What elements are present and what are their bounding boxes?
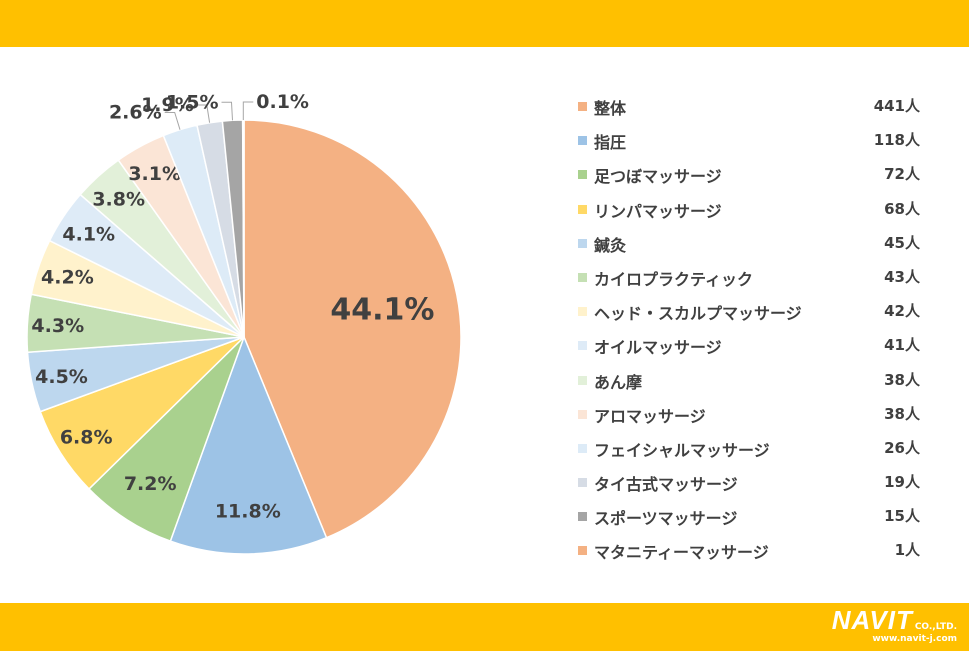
- legend-swatch: [578, 546, 587, 556]
- pie-slice-0: [243, 119, 462, 539]
- chart-legend: 整体 441人 指圧 118人 足つぼマッサージ 72人 リンパマッサージ 68人 鍼灸…: [578, 95, 928, 574]
- legend-label: リンパマッサージ: [594, 201, 722, 221]
- legend-swatch: [578, 443, 587, 453]
- legend-item-aroma-massage: アロマッサージ 38人: [578, 403, 928, 437]
- legend-label: 鍼灸: [594, 235, 627, 255]
- pie-percent-label-11: 1.9%: [141, 94, 194, 116]
- leader-line-13: [242, 101, 254, 120]
- logo-company-suffix: CO.,LTD.: [914, 622, 957, 632]
- legend-swatch: [578, 272, 587, 282]
- legend-swatch: [578, 170, 587, 180]
- pie-percent-label-10: 2.6%: [109, 101, 162, 123]
- legend-count: 19人: [884, 473, 920, 492]
- legend-count: 15人: [884, 507, 920, 526]
- bottom-banner: [0, 603, 969, 651]
- legend-count: 43人: [884, 267, 920, 286]
- legend-count: 38人: [884, 370, 920, 389]
- legend-item-maternity-massage: マタニティーマッサージ 1人: [578, 539, 928, 573]
- legend-label: スポーツマッサージ: [594, 509, 738, 529]
- legend-count: 441人: [873, 97, 920, 115]
- legend-item-facial-massage: フェイシャルマッサージ 26人: [578, 437, 928, 471]
- leader-line-10: [164, 112, 181, 130]
- legend-swatch: [578, 341, 587, 351]
- legend-swatch: [578, 238, 587, 248]
- pie-percent-label-13: 0.1%: [256, 91, 309, 113]
- pie-chart: 44.1% 11.8% 7.2% 6.8% 4.5% 4.3% 4.2% 4.1% 3.8% 3.…: [26, 91, 462, 555]
- legend-label: ヘッド・スカルプマッサージ: [594, 304, 802, 324]
- pie-percent-label-2: 7.2%: [124, 473, 177, 495]
- pie-percent-label-0: 44.1%: [330, 293, 434, 328]
- pie-percent-label-12: 1.5%: [166, 91, 219, 113]
- legend-swatch: [578, 307, 587, 317]
- legend-count: 42人: [884, 302, 920, 321]
- legend-count: 45人: [884, 233, 920, 252]
- pie-percent-label-3: 6.8%: [60, 427, 113, 449]
- pie-percent-label-6: 4.2%: [41, 267, 94, 289]
- legend-label: あん摩: [594, 372, 643, 392]
- pie-percent-label-1: 11.8%: [215, 501, 281, 523]
- legend-label: タイ古式マッサージ: [594, 475, 738, 495]
- legend-count: 72人: [884, 165, 920, 184]
- legend-label: 足つぼマッサージ: [594, 167, 722, 187]
- legend-item-foot-massage: 足つぼマッサージ 72人: [578, 163, 928, 197]
- leader-line-11: [196, 104, 211, 123]
- pie-slice-1: [169, 334, 328, 555]
- legend-label: フェイシャルマッサージ: [594, 440, 770, 460]
- legend-item-anma: あん摩 38人: [578, 369, 928, 403]
- legend-swatch: [578, 204, 587, 214]
- legend-count: 26人: [884, 438, 920, 457]
- pie-percent-label-9: 3.1%: [128, 163, 181, 185]
- legend-label: オイルマッサージ: [594, 338, 722, 358]
- pie-percent-label-7: 4.1%: [62, 223, 115, 245]
- legend-label: 指圧: [594, 133, 627, 153]
- pie-percent-label-8: 3.8%: [92, 189, 145, 211]
- legend-item-seitai: 整体 441人: [578, 95, 928, 129]
- legend-swatch: [578, 102, 587, 111]
- legend-item-shiatsu: 指圧 118人: [578, 129, 928, 163]
- legend-count: 38人: [884, 404, 920, 423]
- legend-swatch: [578, 478, 587, 488]
- legend-count: 41人: [884, 336, 920, 355]
- legend-swatch: [578, 409, 587, 419]
- legend-swatch: [578, 136, 587, 146]
- legend-count: 68人: [884, 199, 920, 218]
- company-logo: NAVIT CO.,LTD. www.navit-j.com: [832, 606, 957, 644]
- legend-swatch: [578, 375, 587, 385]
- legend-label: 整体: [594, 99, 627, 118]
- legend-count: 1人: [894, 541, 920, 560]
- legend-label: マタニティーマッサージ: [594, 543, 769, 563]
- legend-item-lymph-massage: リンパマッサージ 68人: [578, 198, 928, 232]
- logo-url: www.navit-j.com: [872, 634, 957, 644]
- pie-percent-label-4: 4.5%: [35, 366, 88, 388]
- legend-item-oil-massage: オイルマッサージ 41人: [578, 334, 928, 368]
- legend-label: アロマッサージ: [594, 406, 706, 426]
- legend-label: カイロプラクティック: [594, 269, 754, 289]
- logo-wordmark: NAVIT: [831, 605, 913, 635]
- legend-item-thai-massage: タイ古式マッサージ 19人: [578, 471, 928, 505]
- pie-percent-label-5: 4.3%: [31, 315, 84, 337]
- legend-item-chiropractic: カイロプラクティック 43人: [578, 266, 928, 300]
- leader-line-12: [221, 101, 233, 121]
- legend-item-head-scalp-massage: ヘッド・スカルプマッサージ 42人: [578, 300, 928, 334]
- top-banner: [0, 0, 969, 47]
- legend-item-sports-massage: スポーツマッサージ 15人: [578, 505, 928, 539]
- legend-count: 118人: [873, 131, 920, 150]
- legend-swatch: [578, 512, 587, 522]
- legend-item-acupuncture: 鍼灸 45人: [578, 232, 928, 266]
